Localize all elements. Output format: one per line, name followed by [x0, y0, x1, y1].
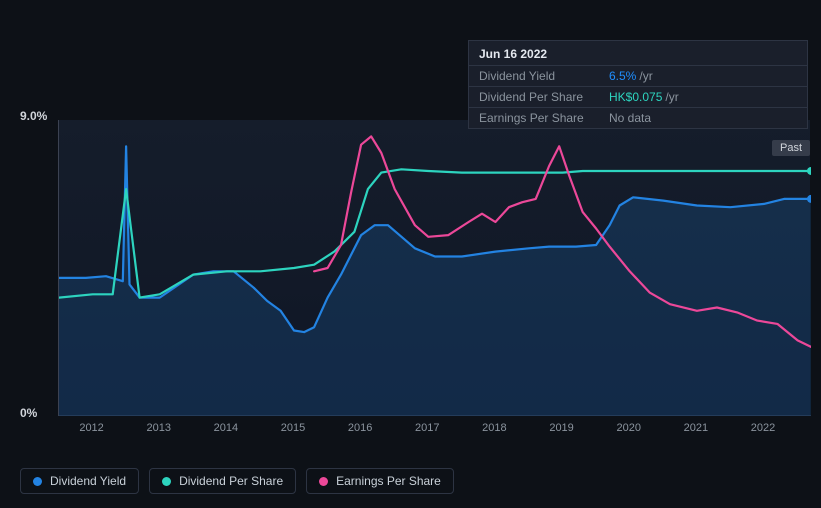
- legend-dot-icon: [33, 477, 42, 486]
- x-axis-tick-label: 2012: [79, 422, 103, 434]
- legend-item-earnings-per-share[interactable]: Earnings Per Share: [306, 468, 454, 494]
- chart-tooltip: Jun 16 2022 Dividend Yield 6.5% /yr Divi…: [468, 40, 808, 129]
- tooltip-row-value: No data: [609, 111, 651, 125]
- legend-item-dividend-yield[interactable]: Dividend Yield: [20, 468, 139, 494]
- x-axis-tick-label: 2017: [415, 422, 439, 434]
- x-axis-tick-label: 2018: [482, 422, 506, 434]
- legend-label: Dividend Yield: [50, 474, 126, 488]
- x-axis-tick-label: 2013: [146, 422, 170, 434]
- tooltip-row-label: Dividend Per Share: [479, 90, 609, 104]
- tooltip-row-label: Dividend Yield: [479, 69, 609, 83]
- chart-container: 9.0% 0% Past 201220132014201520162017201…: [20, 110, 810, 440]
- x-axis-labels: 2012 2013 2014 2015 2016 2017 2018 2019 2020 2021…: [58, 422, 810, 440]
- y-axis-min-label: 0%: [20, 406, 37, 420]
- legend-dot-icon: [319, 477, 328, 486]
- tooltip-row-label: Earnings Per Share: [479, 111, 609, 125]
- tooltip-date: Jun 16 2022: [469, 41, 807, 65]
- y-axis-max-label: 9.0%: [20, 109, 47, 123]
- past-badge: Past: [772, 140, 810, 156]
- chart-svg: [59, 120, 811, 416]
- legend-label: Earnings Per Share: [336, 474, 441, 488]
- x-axis-tick-label: 2022: [751, 422, 775, 434]
- tooltip-row-unit: /yr: [639, 69, 652, 83]
- legend-item-dividend-per-share[interactable]: Dividend Per Share: [149, 468, 296, 494]
- x-axis-tick-label: 2020: [616, 422, 640, 434]
- tooltip-row-value: 6.5%: [609, 69, 636, 83]
- chart-plot-area[interactable]: Past: [58, 120, 810, 416]
- tooltip-row-unit: /yr: [665, 90, 678, 104]
- x-axis-tick-label: 2016: [348, 422, 372, 434]
- tooltip-row: Earnings Per Share No data: [469, 107, 807, 128]
- x-axis-tick-label: 2014: [214, 422, 238, 434]
- legend-label: Dividend Per Share: [179, 474, 283, 488]
- x-axis-tick-label: 2015: [281, 422, 305, 434]
- tooltip-row-value: HK$0.075: [609, 90, 662, 104]
- tooltip-row: Dividend Yield 6.5% /yr: [469, 65, 807, 86]
- x-axis-tick-label: 2021: [684, 422, 708, 434]
- legend-dot-icon: [162, 477, 171, 486]
- tooltip-row: Dividend Per Share HK$0.075 /yr: [469, 86, 807, 107]
- x-axis-tick-label: 2019: [549, 422, 573, 434]
- chart-legend: Dividend Yield Dividend Per Share Earnin…: [20, 468, 454, 494]
